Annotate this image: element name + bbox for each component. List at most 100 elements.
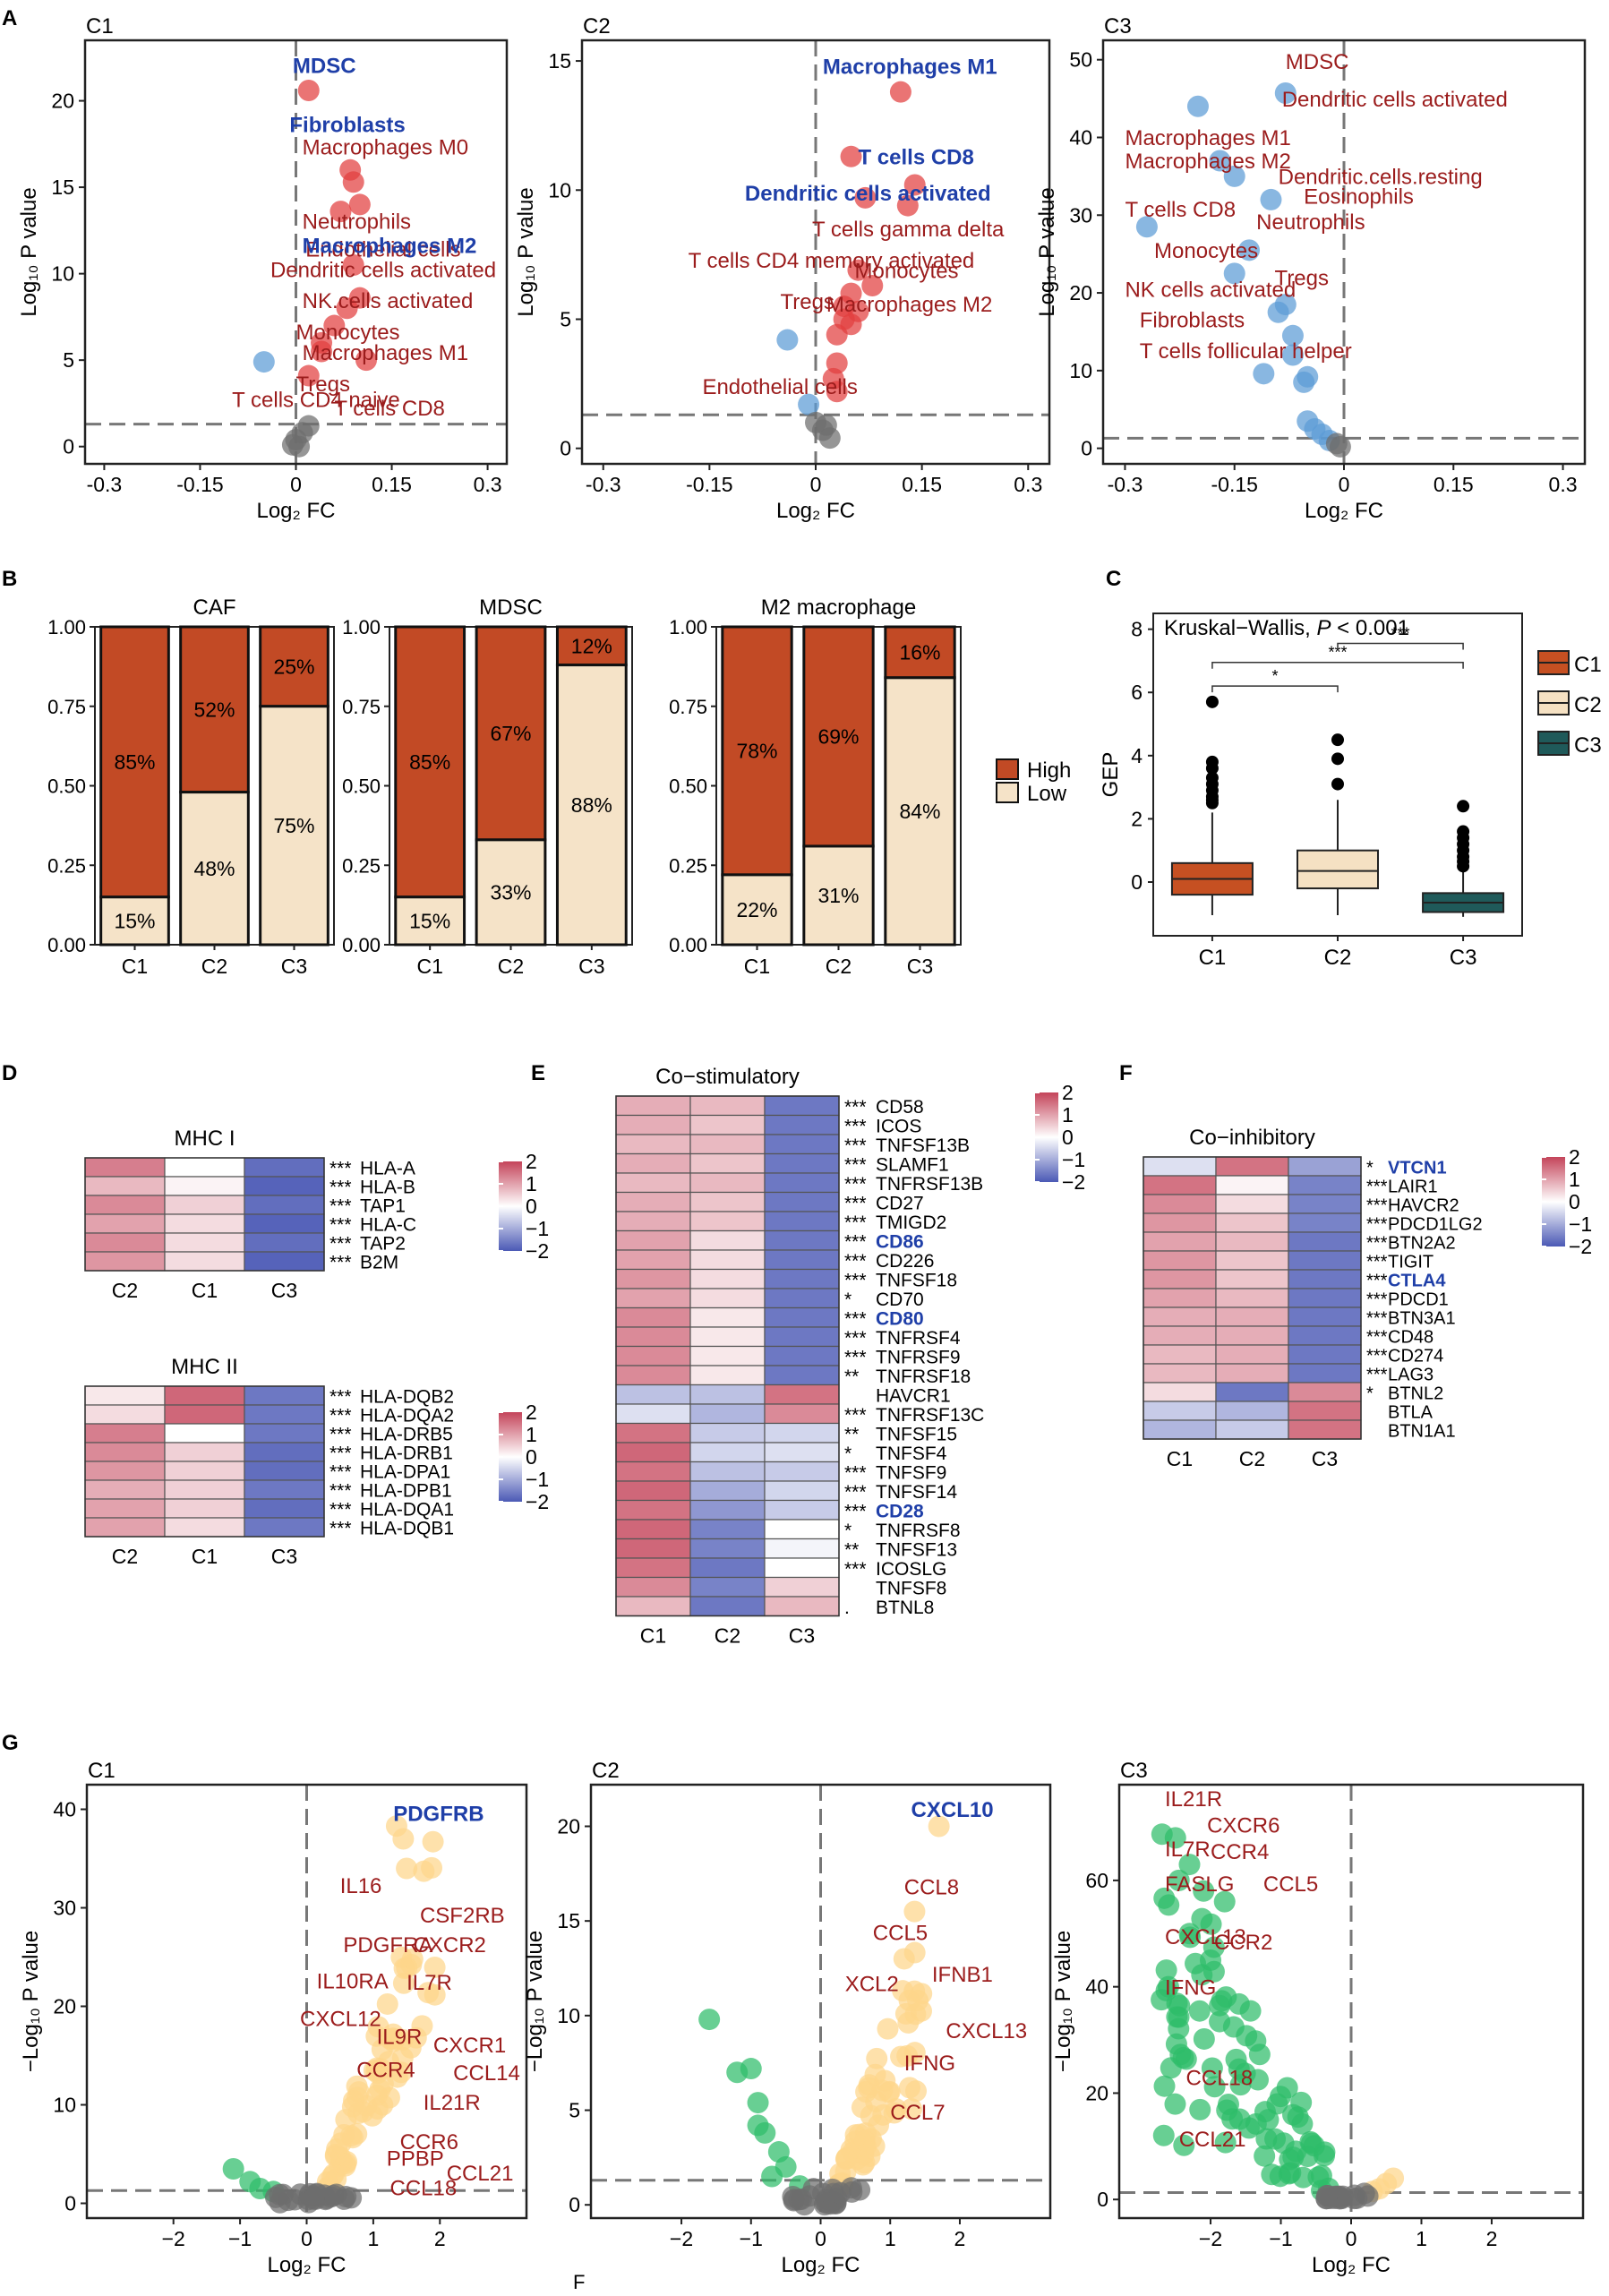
data-point bbox=[386, 2066, 408, 2088]
data-point bbox=[1281, 344, 1304, 366]
bar-high bbox=[721, 625, 793, 877]
heatmap-cell bbox=[615, 1345, 691, 1366]
y-tick-label: 0.00 bbox=[669, 934, 707, 956]
heatmap-title: Co−stimulatory bbox=[655, 1065, 800, 1089]
data-point bbox=[405, 2026, 427, 2049]
heatmap-cell bbox=[764, 1345, 840, 1366]
data-point bbox=[790, 2189, 812, 2211]
heatmap-cell bbox=[1143, 1401, 1217, 1421]
row-label: TNFSF18 bbox=[876, 1270, 957, 1290]
point-label: Fibroblasts bbox=[289, 113, 405, 137]
significance-mark: *** bbox=[844, 1270, 867, 1290]
point-label: CCL18 bbox=[389, 2177, 457, 2201]
heatmap-cell bbox=[689, 1249, 766, 1271]
y-tick-label: 10 bbox=[51, 262, 74, 286]
data-point bbox=[892, 1980, 914, 2002]
row-label: CD274 bbox=[1388, 1347, 1443, 1366]
heatmap-cell bbox=[1143, 1175, 1217, 1195]
data-point bbox=[903, 2042, 926, 2064]
point-label: PDGFRB bbox=[393, 1803, 484, 1827]
bar-label-high: 67% bbox=[490, 722, 531, 745]
x-tick-label: 0 bbox=[301, 2227, 312, 2250]
heatmap-cell bbox=[84, 1442, 166, 1462]
row-label: CD28 bbox=[876, 1501, 924, 1521]
point-label: CCL14 bbox=[453, 2061, 520, 2086]
subplot-title: M2 macrophage bbox=[761, 595, 916, 620]
heatmap-cell bbox=[615, 1172, 691, 1194]
column-label: C1 bbox=[192, 1545, 218, 1568]
heatmap-cell bbox=[244, 1479, 325, 1500]
y-axis-label: −Log₁₀ P value bbox=[523, 1931, 547, 2072]
panel-letter-g: G bbox=[2, 1731, 19, 1755]
x-tick-label: 0 bbox=[290, 473, 302, 496]
y-axis-label: Log₁₀ P value bbox=[17, 187, 41, 316]
significance-mark: *** bbox=[330, 1178, 352, 1198]
point-label: CCL21 bbox=[447, 2162, 514, 2186]
y-tick-label: 15 bbox=[51, 176, 74, 199]
heatmap-cell bbox=[84, 1232, 166, 1253]
data-point bbox=[1292, 2166, 1314, 2189]
heatmap-cell bbox=[1215, 1156, 1289, 1177]
colorbar-label: 2 bbox=[526, 1150, 537, 1173]
data-point bbox=[1193, 1880, 1215, 1902]
column-label: C1 bbox=[640, 1624, 666, 1648]
data-point bbox=[829, 2181, 852, 2204]
row-label: BTLA bbox=[1388, 1403, 1434, 1423]
data-point bbox=[339, 158, 362, 181]
data-point bbox=[1166, 1992, 1188, 2015]
subplot-title: C1 bbox=[88, 1759, 116, 1783]
data-point bbox=[1193, 2027, 1215, 2050]
heatmap-cell bbox=[1143, 1363, 1217, 1384]
heatmap-cell bbox=[1143, 1212, 1217, 1233]
y-tick-label: 0.00 bbox=[47, 934, 86, 956]
heatmap-cell bbox=[84, 1479, 166, 1500]
point-label: Neutrophils bbox=[1256, 210, 1365, 235]
bar-low bbox=[884, 676, 956, 947]
significance-mark: ** bbox=[844, 1366, 859, 1387]
data-point bbox=[1274, 82, 1297, 105]
significance-mark: *** bbox=[330, 1387, 352, 1408]
legend-swatch-high bbox=[996, 758, 1019, 780]
row-label: CD58 bbox=[876, 1097, 924, 1118]
outlier-point bbox=[1331, 733, 1344, 747]
significance-mark: ** bbox=[844, 1539, 859, 1560]
x-tick-label: C1 bbox=[1199, 946, 1227, 970]
data-point bbox=[1269, 2165, 1291, 2188]
significance-mark: *** bbox=[1366, 1290, 1388, 1310]
p-value: < 0.001 bbox=[1331, 616, 1409, 640]
legend-label: C2 bbox=[1574, 693, 1602, 717]
y-axis-label: Log₁₀ P value bbox=[514, 187, 538, 316]
significance-mark: *** bbox=[330, 1462, 352, 1483]
data-point bbox=[928, 1815, 950, 1838]
row-label: BTN2A2 bbox=[1388, 1234, 1456, 1254]
data-point bbox=[1253, 363, 1275, 385]
data-point bbox=[1223, 262, 1245, 285]
data-point bbox=[1157, 1975, 1179, 1998]
x-tick-label: -0.3 bbox=[87, 473, 123, 496]
heatmap-border bbox=[1143, 1156, 1362, 1440]
stacked-bar-caf: 85% 15% C1 52% 48% C2 25% 75% C3 0.00 0.25 0.50 0.75… bbox=[47, 595, 335, 978]
row-label: HLA-DRB1 bbox=[360, 1444, 453, 1464]
point-label: IL9R bbox=[377, 2025, 423, 2049]
x-tick-label: −2 bbox=[1199, 2227, 1222, 2250]
heatmap-border bbox=[615, 1095, 840, 1617]
heatmap-cell bbox=[689, 1576, 766, 1598]
volcano-a-c3: MDSC Dendritic cells activated Macrophages… bbox=[1035, 14, 1587, 523]
heatmap-cell bbox=[84, 1404, 166, 1425]
x-tick-label: 2 bbox=[434, 2227, 446, 2250]
point-label: Dendritic cells activated bbox=[270, 258, 496, 282]
x-axis-label: Log₂ FC bbox=[267, 2253, 346, 2277]
data-point bbox=[1214, 2131, 1237, 2154]
heatmap-cell bbox=[84, 1461, 166, 1481]
y-tick-label: 5 bbox=[63, 348, 74, 372]
data-point bbox=[382, 2023, 405, 2045]
point-label: IL16 bbox=[340, 1874, 382, 1898]
y-tick-label: 40 bbox=[1085, 1975, 1108, 1999]
y-tick-label: 0.25 bbox=[669, 854, 707, 877]
heatmap-cell bbox=[615, 1114, 691, 1135]
heatmap-cell bbox=[615, 1442, 691, 1463]
bar-low bbox=[555, 664, 628, 947]
significance-mark: *** bbox=[330, 1444, 352, 1464]
data-point bbox=[355, 349, 377, 372]
y-tick-label: 0 bbox=[1097, 2188, 1108, 2211]
